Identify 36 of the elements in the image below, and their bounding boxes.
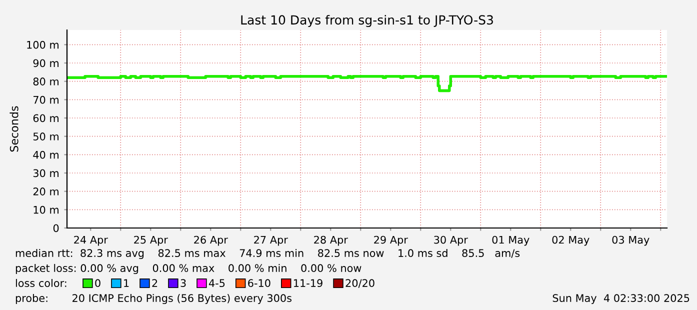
text: probe: 20 ICMP Echo Pings (56 Bytes) every 300s	[16, 294, 292, 304]
y-tick-label: 80 m	[33, 78, 58, 86]
text: Sun May 4 02:33:00 2025	[552, 294, 690, 304]
x-tick-label: 29 Apr	[374, 236, 408, 246]
x-tick-label: 02 May	[552, 236, 590, 246]
legend-label: 4-5	[208, 279, 225, 288]
x-tick-label: 27 Apr	[254, 236, 288, 246]
legend-label: 11-19	[294, 279, 322, 288]
x-tick-label: 30 Apr	[434, 236, 468, 246]
y-tick-label: 40 m	[33, 150, 58, 159]
x-tick-label: 28 Apr	[314, 236, 348, 246]
text: packet loss: 0.00 % avg 0.00 % max 0.00 % min 0.00 % now	[16, 264, 362, 274]
x-tick-label: 24 Apr	[74, 236, 108, 246]
y-tick-label: 100 m	[27, 40, 58, 49]
y-tick-label: 20 m	[33, 188, 58, 196]
legend-label: 3	[180, 279, 186, 288]
x-tick-label: 01 May	[492, 236, 530, 246]
x-tick-label: 26 Apr	[194, 236, 228, 246]
y-tick-label: 0	[53, 224, 59, 232]
x-tick-label: 03 May	[612, 236, 650, 246]
legend-label: 2	[152, 279, 158, 287]
legend-label: 6-10	[248, 279, 270, 288]
legend-label: 1	[124, 279, 129, 287]
chart-title: Last 10 Days from sg-sin-s1 to JP-TYO-S3	[241, 14, 493, 28]
text: median rtt: 82.3 ms avg 82.5 ms max 74.9 ms min 82.5 ms now 1.0 ms sd 85.5 am/s	[16, 248, 520, 260]
legend-title: loss color:	[16, 278, 66, 288]
x-tick-label: 25 Apr	[134, 236, 168, 246]
y-axis-title: Seconds	[10, 106, 18, 152]
y-tick-label: 50 m	[33, 132, 58, 140]
legend-label: 0	[95, 279, 100, 288]
y-tick-label: 70 m	[34, 96, 58, 104]
y-tick-label: 60 m	[33, 114, 58, 122]
y-tick-label: 90 m	[33, 59, 58, 68]
y-tick-label: 30 m	[33, 169, 58, 178]
y-tick-label: 10 m	[34, 206, 58, 214]
legend-label: 20/20	[346, 279, 374, 288]
